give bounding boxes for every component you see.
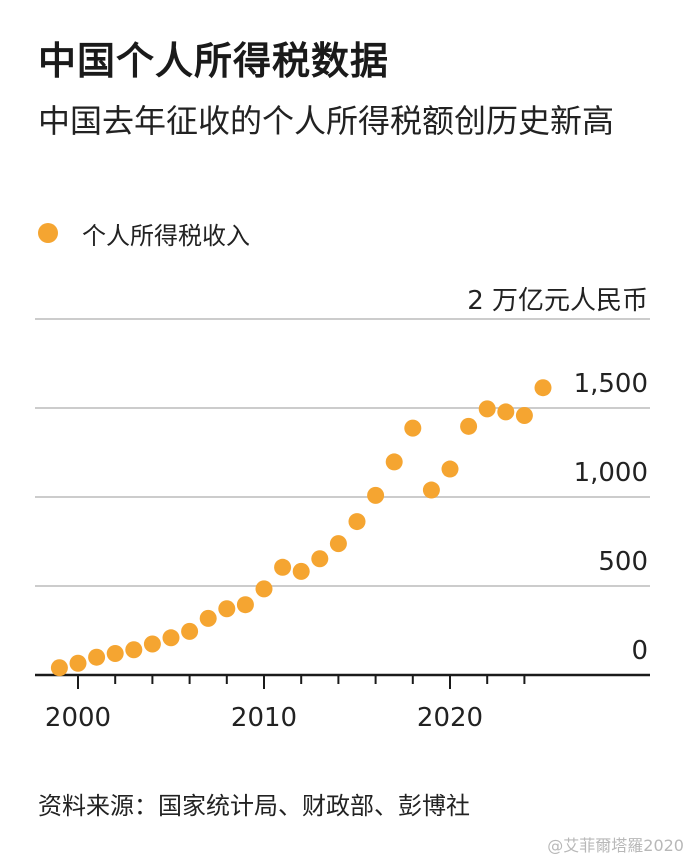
data-point xyxy=(181,622,199,640)
data-point xyxy=(534,379,552,397)
legend-marker xyxy=(38,223,58,243)
data-point xyxy=(329,535,347,553)
data-point xyxy=(404,419,422,437)
x-tick-label: 2020 xyxy=(417,703,483,733)
data-point xyxy=(478,400,496,418)
data-point xyxy=(125,641,143,659)
data-point xyxy=(515,406,533,424)
watermark: @艾菲爾塔羅2020 xyxy=(547,836,684,855)
data-point xyxy=(274,558,292,576)
data-point xyxy=(348,513,366,531)
chart-title: 中国个人所得税数据 xyxy=(38,39,390,83)
data-point xyxy=(106,644,124,662)
data-point xyxy=(143,635,161,653)
y-tick-label: 1,500 xyxy=(574,369,648,399)
data-point xyxy=(255,580,273,598)
data-point xyxy=(367,486,385,504)
data-point xyxy=(311,550,329,568)
y-axis-unit-label: 2 万亿元人民币 xyxy=(467,286,648,316)
y-tick-label: 500 xyxy=(598,547,648,577)
data-point xyxy=(441,460,459,478)
data-point xyxy=(199,609,217,627)
data-point xyxy=(422,481,440,499)
data-point xyxy=(236,596,254,614)
legend: 个人所得税收入 xyxy=(38,216,250,250)
source-note: 资料来源：国家统计局、财政部、彭博社 xyxy=(38,792,470,820)
data-point xyxy=(385,453,403,471)
data-point xyxy=(292,562,310,580)
data-point xyxy=(460,417,478,435)
y-tick-label: 0 xyxy=(631,636,648,666)
x-tick-label: 2010 xyxy=(231,703,297,733)
legend-label: 个人所得税收入 xyxy=(82,221,250,250)
data-point xyxy=(69,654,87,672)
data-point xyxy=(218,600,236,618)
data-point xyxy=(50,659,68,677)
x-tick-label: 2000 xyxy=(45,703,111,733)
data-point xyxy=(162,629,180,647)
chart-subtitle: 中国去年征收的个人所得税额创历史新高 xyxy=(38,102,615,140)
data-point xyxy=(497,403,515,421)
y-tick-label: 1,000 xyxy=(574,458,648,488)
data-point xyxy=(88,648,106,666)
